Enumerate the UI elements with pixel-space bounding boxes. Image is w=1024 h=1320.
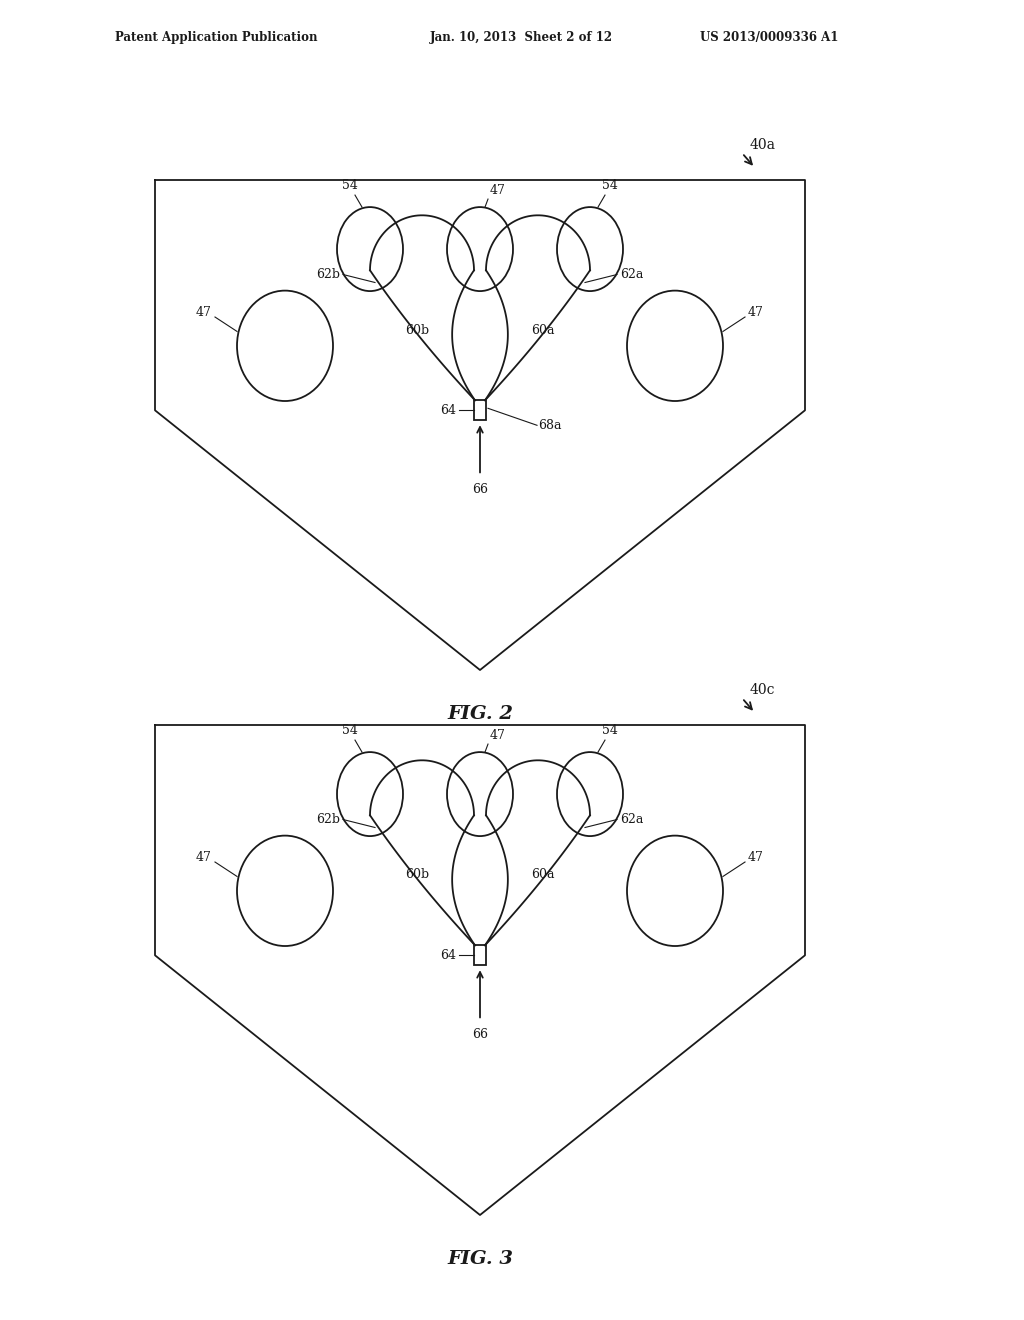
Text: Jan. 10, 2013  Sheet 2 of 12: Jan. 10, 2013 Sheet 2 of 12	[430, 30, 613, 44]
Text: 47: 47	[197, 850, 212, 863]
Text: 54: 54	[602, 180, 617, 193]
Text: 47: 47	[748, 306, 764, 318]
Bar	[474, 945, 486, 965]
Bar	[474, 400, 486, 420]
Text: 66: 66	[472, 483, 488, 496]
Text: 47: 47	[748, 850, 764, 863]
Text: FIG. 3: FIG. 3	[447, 1250, 513, 1269]
Text: 66: 66	[472, 1028, 488, 1041]
Text: 60a: 60a	[531, 869, 555, 882]
Text: 68a: 68a	[538, 418, 561, 432]
Text: 54: 54	[342, 725, 358, 737]
Text: 64: 64	[440, 404, 456, 417]
Text: 62a: 62a	[620, 813, 643, 826]
Text: 60a: 60a	[531, 323, 555, 337]
Text: 62a: 62a	[620, 268, 643, 281]
Text: 60b: 60b	[404, 869, 429, 882]
Text: US 2013/0009336 A1: US 2013/0009336 A1	[700, 30, 839, 44]
Text: 62b: 62b	[316, 813, 340, 826]
Text: Patent Application Publication: Patent Application Publication	[115, 30, 317, 44]
Text: 47: 47	[490, 729, 506, 742]
Text: 62b: 62b	[316, 268, 340, 281]
Text: 40a: 40a	[750, 139, 776, 152]
Text: 54: 54	[342, 180, 358, 193]
Text: 54: 54	[602, 725, 617, 737]
Text: 40c: 40c	[750, 682, 775, 697]
Text: 60b: 60b	[404, 323, 429, 337]
Text: 47: 47	[197, 306, 212, 318]
Text: 64: 64	[440, 949, 456, 962]
Text: 47: 47	[490, 183, 506, 197]
Text: FIG. 2: FIG. 2	[447, 705, 513, 723]
